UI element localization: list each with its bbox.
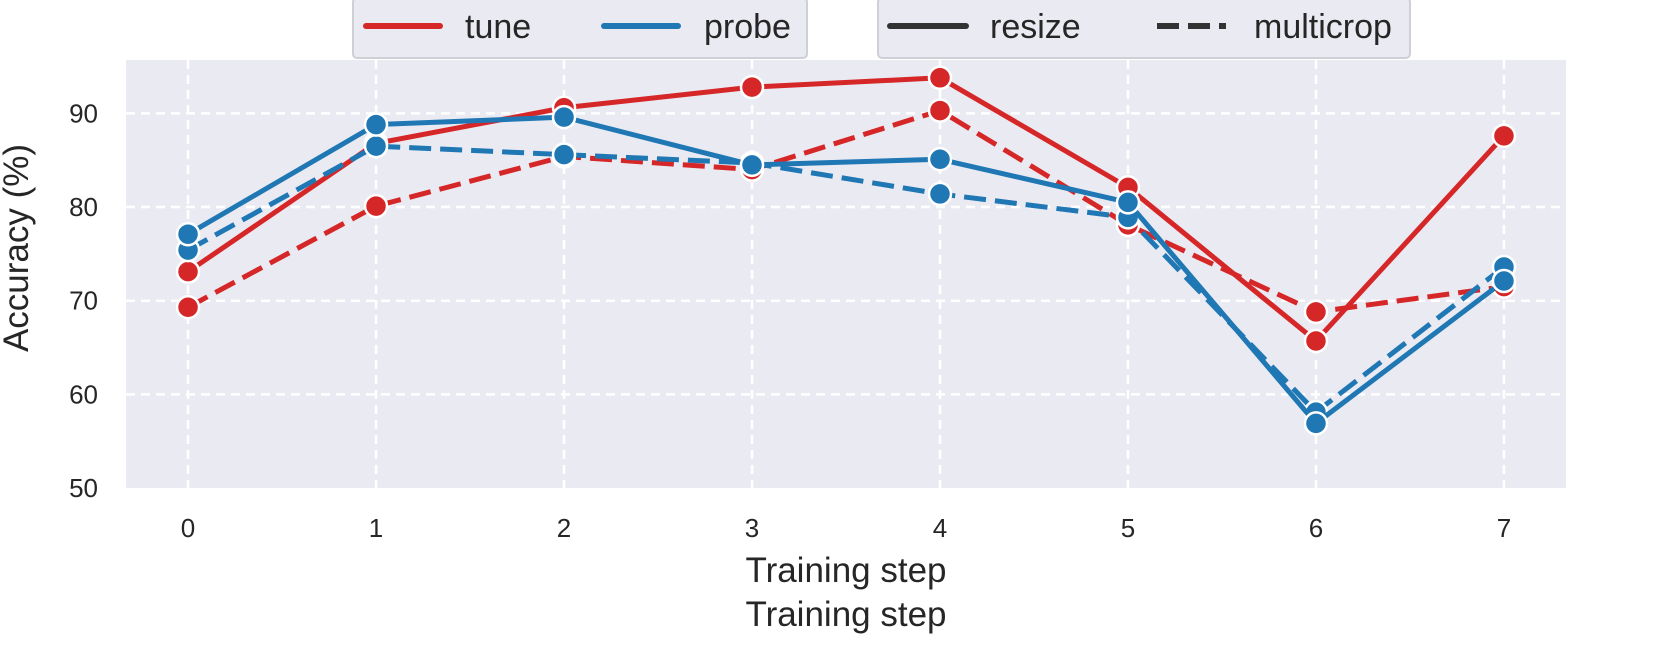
- x-axis-title: Training step: [745, 551, 946, 590]
- legend-style: resize multicrop: [877, 0, 1411, 59]
- data-point-probe-resize: [363, 112, 389, 137]
- data-point-tune-resize: [739, 74, 765, 100]
- legend-color-frame: [352, 0, 808, 59]
- data-point-tune-multicrop: [927, 98, 953, 123]
- data-point-tune-resize: [1303, 328, 1329, 354]
- series-line-probe-multicrop: [186, 143, 1506, 415]
- y-tick-label: 70: [69, 286, 98, 316]
- legend-probe-label: probe: [704, 8, 791, 46]
- x-axis-title-secondary: Training step: [745, 595, 946, 634]
- x-tick-label: 4: [933, 513, 947, 543]
- series-probe-resize: [175, 104, 1517, 436]
- data-point-probe-resize: [927, 147, 953, 172]
- data-point-tune-resize: [1491, 123, 1517, 149]
- data-point-probe-multicrop: [927, 181, 953, 207]
- y-axis-title: Accuracy (%): [0, 144, 36, 352]
- legend-tune-label: tune: [465, 8, 531, 46]
- plot-background: [126, 60, 1566, 488]
- y-tick-label: 90: [69, 98, 98, 128]
- data-point-probe-resize: [1303, 411, 1329, 436]
- series-line-tune-multicrop: [186, 108, 1505, 315]
- data-point-probe-multicrop: [363, 133, 389, 159]
- x-tick-label: 2: [557, 513, 571, 543]
- y-tick-label: 60: [69, 379, 98, 409]
- x-tick-label: 1: [369, 513, 383, 543]
- data-point-tune-multicrop: [363, 193, 389, 219]
- data-point-probe-resize: [1491, 268, 1517, 294]
- legend-color: tune probe: [352, 0, 808, 59]
- data-point-tune-resize: [927, 65, 953, 91]
- x-tick-label: 0: [181, 513, 195, 543]
- x-tick-label: 7: [1497, 513, 1511, 543]
- x-tick-label: 5: [1121, 513, 1135, 543]
- data-point-tune-multicrop: [1303, 299, 1329, 325]
- legend-resize-label: resize: [990, 8, 1081, 46]
- data-point-tune-resize: [175, 259, 201, 284]
- legend-multicrop-label: multicrop: [1254, 8, 1392, 46]
- series-layer: [175, 65, 1517, 436]
- data-point-probe-resize: [1115, 190, 1141, 215]
- data-point-probe-multicrop: [551, 142, 577, 167]
- data-point-probe-resize: [551, 104, 577, 130]
- legend-style-frame: [877, 0, 1411, 59]
- x-tick-label: 6: [1309, 513, 1323, 543]
- y-tick-label: 50: [69, 473, 98, 503]
- data-point-probe-resize: [739, 152, 765, 178]
- y-tick-label: 80: [69, 192, 98, 222]
- axis-ticks: 50 60 70 80 90 0 1 2 3 4 5 6 7: [69, 98, 1511, 543]
- series-line-tune-resize: [186, 75, 1506, 344]
- x-tick-label: 3: [745, 513, 759, 543]
- data-point-tune-multicrop: [175, 294, 201, 320]
- series-line-probe-resize: [186, 114, 1506, 426]
- data-point-probe-resize: [175, 221, 201, 247]
